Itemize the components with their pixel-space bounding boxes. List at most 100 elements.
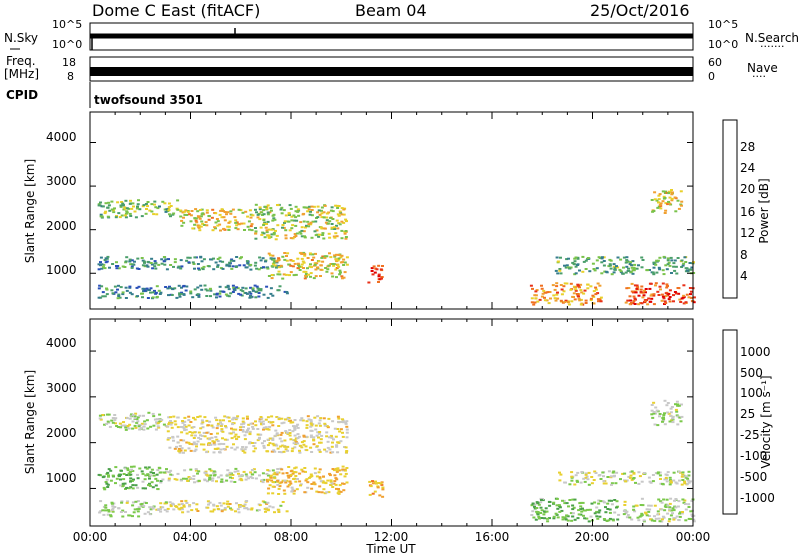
velocity-cell bbox=[323, 448, 327, 451]
velocity-cell bbox=[119, 511, 123, 513]
velocity-cell bbox=[647, 504, 651, 507]
velocity-cell bbox=[115, 477, 119, 480]
velocity-cell bbox=[339, 490, 343, 493]
power-cell bbox=[668, 264, 672, 267]
power-cell bbox=[299, 221, 303, 224]
velocity-cell bbox=[288, 480, 292, 483]
power-cell bbox=[661, 295, 665, 298]
velocity-cell bbox=[296, 433, 300, 436]
velocity-cell bbox=[625, 516, 629, 519]
velocity-cell bbox=[344, 446, 348, 449]
velocity-cell bbox=[286, 449, 290, 452]
velocity-cell bbox=[568, 483, 572, 486]
power-cell bbox=[609, 267, 613, 270]
power-cell bbox=[663, 192, 667, 194]
velocity-cell bbox=[672, 518, 676, 521]
power-cell bbox=[584, 299, 588, 302]
velocity-cell bbox=[266, 508, 270, 511]
velocity-cell bbox=[132, 465, 136, 468]
power-cell bbox=[146, 297, 150, 299]
velocity-cell bbox=[175, 478, 179, 481]
velocity-cell bbox=[328, 448, 332, 451]
velocity-cell bbox=[267, 478, 271, 481]
power-cell bbox=[308, 265, 312, 268]
velocity-cell bbox=[655, 409, 659, 412]
velocity-cell bbox=[381, 486, 385, 489]
velocity-cell bbox=[208, 442, 211, 445]
velocity-cell bbox=[206, 500, 210, 503]
power-ytick-1000: 1000 bbox=[46, 263, 77, 277]
power-cell bbox=[308, 205, 312, 208]
velocity-cell bbox=[289, 470, 293, 473]
power-cell bbox=[335, 224, 338, 227]
power-cell bbox=[632, 295, 636, 298]
velocity-cell bbox=[312, 443, 316, 446]
velocity-cell bbox=[535, 507, 539, 509]
power-cell bbox=[322, 216, 326, 219]
power-cell bbox=[113, 207, 116, 210]
power-cell bbox=[248, 291, 252, 294]
velocity-cell bbox=[210, 436, 214, 439]
power-cell bbox=[160, 258, 164, 261]
velocity-cell bbox=[159, 480, 163, 482]
velocity-cell bbox=[584, 473, 588, 476]
power-cell bbox=[107, 201, 111, 204]
velocity-cell bbox=[341, 421, 345, 424]
velocity-cell bbox=[220, 509, 224, 511]
velocity-cell bbox=[302, 440, 306, 443]
power-cell bbox=[185, 259, 189, 262]
power-ytick-4000: 4000 bbox=[46, 130, 77, 144]
power-cell bbox=[137, 268, 141, 270]
velocity-cell bbox=[561, 516, 565, 519]
velocity-cell bbox=[572, 506, 576, 509]
velocity-cell bbox=[223, 415, 227, 418]
velocity-cell bbox=[658, 415, 661, 418]
velocity-cell bbox=[647, 476, 651, 479]
velocity-cell bbox=[170, 502, 174, 505]
power-cell bbox=[287, 263, 291, 266]
power-cell bbox=[663, 212, 667, 214]
power-cell bbox=[124, 216, 128, 219]
velocity-cell bbox=[253, 447, 257, 450]
velocity-cell bbox=[281, 501, 285, 503]
power-cell bbox=[125, 210, 129, 213]
velocity-cell bbox=[577, 509, 581, 512]
power-cell bbox=[134, 216, 138, 219]
velocity-cell bbox=[559, 473, 563, 476]
power-cell bbox=[658, 193, 662, 196]
power-cell bbox=[197, 295, 201, 298]
velocity-cell bbox=[275, 432, 279, 435]
power-cell bbox=[666, 294, 670, 297]
power-cell bbox=[103, 212, 107, 215]
velocity-cell bbox=[656, 472, 660, 475]
power-cell bbox=[288, 229, 292, 232]
power-cell bbox=[666, 203, 670, 206]
power-cell bbox=[629, 270, 633, 273]
velocity-cell bbox=[576, 480, 579, 483]
power-cell bbox=[162, 256, 166, 258]
power-cell bbox=[306, 220, 310, 223]
velocity-cell bbox=[563, 481, 567, 484]
velocity-cell bbox=[336, 428, 340, 430]
power-cell bbox=[256, 216, 260, 219]
velocity-cell bbox=[607, 470, 611, 473]
power-cell bbox=[327, 232, 331, 235]
velocity-cell bbox=[277, 425, 281, 427]
power-cell bbox=[270, 274, 274, 276]
power-cell bbox=[137, 199, 140, 202]
velocity-cell bbox=[339, 421, 343, 423]
power-cell bbox=[226, 294, 230, 297]
power-cell bbox=[158, 293, 162, 295]
power-cell bbox=[239, 289, 243, 292]
velocity-cell bbox=[294, 441, 298, 444]
velocity-cell bbox=[661, 417, 665, 419]
velocity-cell bbox=[228, 476, 232, 479]
velocity-cell bbox=[157, 509, 160, 511]
power-cell bbox=[648, 282, 652, 285]
power-cell bbox=[221, 260, 225, 263]
velocity-cell bbox=[149, 425, 153, 428]
power-cell bbox=[183, 213, 187, 216]
velocity-cell bbox=[192, 475, 196, 478]
velocity-cell bbox=[138, 467, 142, 470]
power-cell bbox=[249, 213, 253, 216]
